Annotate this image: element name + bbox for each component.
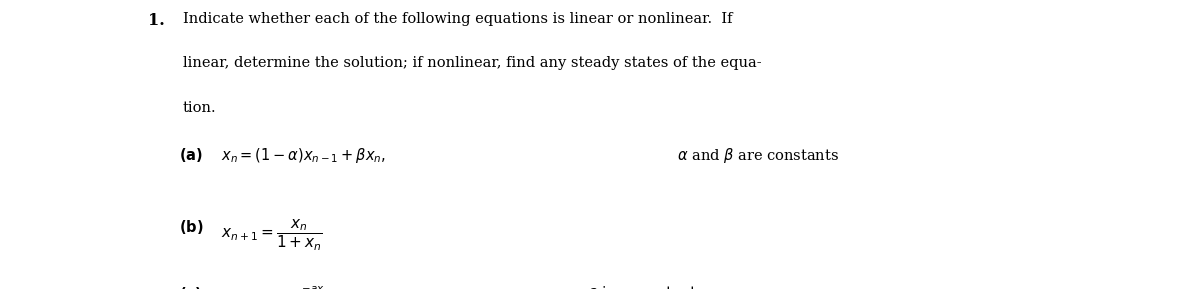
Text: tion.: tion. — [182, 101, 216, 115]
Text: $a$ is a constant: $a$ is a constant — [588, 285, 698, 289]
Text: $\alpha$ and $\beta$ are constants: $\alpha$ and $\beta$ are constants — [677, 146, 839, 165]
Text: Indicate whether each of the following equations is linear or nonlinear.  If: Indicate whether each of the following e… — [182, 12, 732, 25]
Text: $x_{n+1} = x_n\, e^{-ax_n},$: $x_{n+1} = x_n\, e^{-ax_n},$ — [221, 285, 332, 289]
Text: $x_n = (1 - \alpha)x_{n-1} + \beta x_n,$: $x_n = (1 - \alpha)x_{n-1} + \beta x_n,$ — [221, 146, 385, 165]
Text: $x_{n+1} = \dfrac{x_n}{1 + x_n}$: $x_{n+1} = \dfrac{x_n}{1 + x_n}$ — [221, 218, 323, 253]
Text: $\mathbf{(c)}$: $\mathbf{(c)}$ — [179, 285, 202, 289]
Text: $\mathbf{(a)}$: $\mathbf{(a)}$ — [179, 146, 203, 164]
Text: linear, determine the solution; if nonlinear, find any steady states of the equa: linear, determine the solution; if nonli… — [182, 56, 761, 70]
Text: $\mathbf{(b)}$: $\mathbf{(b)}$ — [179, 218, 204, 236]
Text: 1.: 1. — [148, 12, 164, 29]
Text: .105.213. Redistribution subject: .105.213. Redistribution subject — [22, 61, 31, 228]
